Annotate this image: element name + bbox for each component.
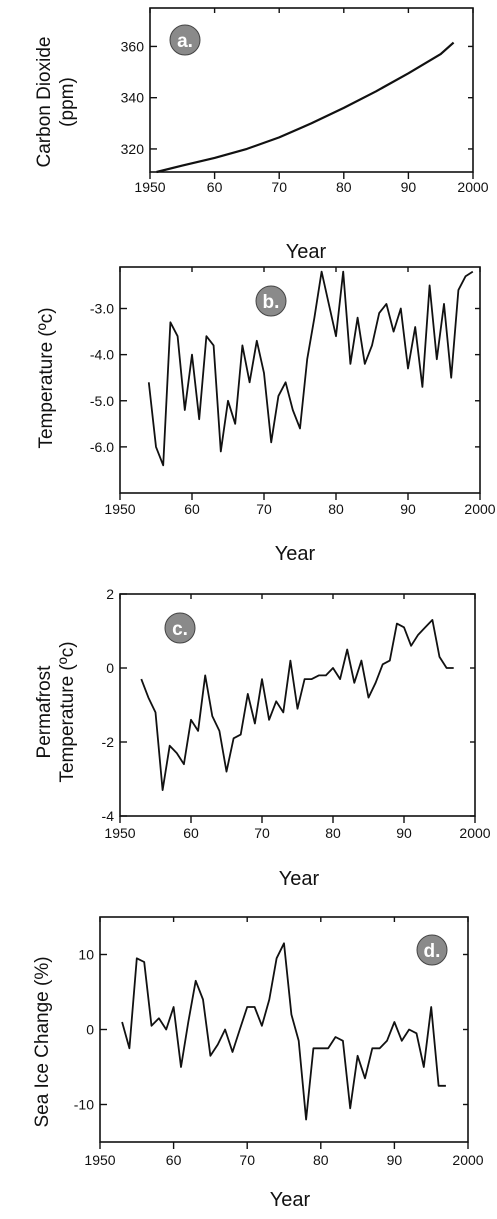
panel-a-series-line — [156, 41, 455, 174]
panel-b: 1950 60 70 80 90 2000 -3.0 -4.0 -5.0 -6.0 b. Tempe… — [36, 266, 496, 565]
panel-b-plot-area: 1950 60 70 80 90 2000 -3.0 -4.0 -5.0 -6.0 b. — [90, 266, 496, 517]
panel-c-frame — [119, 593, 476, 817]
panel-a-xtick-label: 80 — [336, 179, 352, 195]
panel-a-ylabel-line1: Carbon Dioxide — [34, 37, 55, 168]
panel-d-xtick-label: 90 — [387, 1152, 403, 1168]
panel-a-xtick-label: 2000 — [457, 179, 488, 195]
panel-a-badge: a. — [169, 24, 201, 56]
panel-c-xtick-label: 80 — [325, 825, 341, 841]
panel-c-badge: c. — [164, 612, 196, 644]
panel-a: 1950 60 70 80 90 2000 320 340 360 a. Carbon Dioxi… — [34, 7, 489, 263]
panel-d-badge: d. — [416, 934, 448, 966]
panel-d-xtick-label: 2000 — [452, 1152, 483, 1168]
panel-b-ytick-label: -3.0 — [90, 301, 114, 317]
panel-c-xtick-label: 2000 — [459, 825, 490, 841]
panel-b-series-line — [147, 270, 474, 467]
panel-c-xtick-label: 90 — [396, 825, 412, 841]
panel-c-ylabel-line2: Temperature (ºc) — [57, 641, 78, 782]
panel-c-ytick-label: 2 — [106, 586, 114, 602]
panel-a-xlabel: Year — [286, 241, 327, 263]
panel-b-badge: b. — [255, 285, 287, 317]
panel-d-badge-label: d. — [424, 941, 441, 962]
panel-b-xtick-label: 1950 — [104, 501, 135, 517]
panel-b-xtick-label: 80 — [328, 501, 344, 517]
panel-a-ytick-label: 340 — [121, 90, 145, 106]
panel-c-ytick-label: 0 — [106, 660, 114, 676]
panel-a-ytick-label: 320 — [121, 141, 145, 157]
panel-a-xtick-label: 90 — [401, 179, 417, 195]
panel-a-xtick-label: 1950 — [134, 179, 165, 195]
panel-c-xtick-label: 1950 — [104, 825, 135, 841]
panel-b-xtick-label: 60 — [184, 501, 200, 517]
panel-d-badge-circle — [416, 934, 448, 966]
panel-c-badge-label: c. — [172, 619, 188, 640]
panel-c-ylabel-line1: Permafrost — [34, 665, 55, 759]
panel-b-ytick-label: -6.0 — [90, 439, 114, 455]
panel-c: 1950 60 70 80 90 2000 2 0 -2 -4 c. Permafrost Temp… — [34, 586, 491, 890]
panel-c-series-line — [140, 619, 454, 791]
panel-d-ytick-label: 0 — [86, 1022, 94, 1038]
panel-d-xtick-label: 60 — [166, 1152, 182, 1168]
panel-a-ytick-label: 360 — [121, 38, 145, 54]
panel-b-ylabel: Temperature (ºc) — [36, 307, 57, 448]
panel-d-plot-area: 1950 60 70 80 90 2000 10 0 -10 d. — [74, 916, 484, 1168]
panel-c-xlabel: Year — [279, 868, 320, 890]
panel-b-xlabel: Year — [275, 543, 316, 565]
panel-b-ytick-label: -4.0 — [90, 347, 114, 363]
panel-d-xtick-label: 70 — [239, 1152, 255, 1168]
panel-b-badge-label: b. — [263, 292, 280, 313]
panel-c-xtick-label: 70 — [254, 825, 270, 841]
panel-d-ytick-label: -10 — [74, 1097, 94, 1113]
panel-a-frame — [149, 7, 474, 173]
panel-c-xtick-label: 60 — [183, 825, 199, 841]
panel-b-xtick-label: 70 — [256, 501, 272, 517]
panel-b-xtick-label: 2000 — [464, 501, 495, 517]
panel-d-xtick-label: 80 — [313, 1152, 329, 1168]
panel-c-ytick-label: -4 — [102, 808, 115, 824]
panel-a-xtick-label: 70 — [271, 179, 287, 195]
panel-b-frame — [119, 266, 481, 494]
panel-a-badge-circle — [169, 24, 201, 56]
panel-d-ytick-label: 10 — [78, 947, 94, 963]
panel-a-ylabel-line2: (ppm) — [57, 77, 78, 127]
panel-c-badge-circle — [164, 612, 196, 644]
panel-a-plot-area: 1950 60 70 80 90 2000 320 340 360 a. — [121, 7, 489, 195]
panel-c-ytick-label: -2 — [102, 734, 115, 750]
panel-d: 1950 60 70 80 90 2000 10 0 -10 d. Sea Ice Change … — [32, 916, 484, 1211]
panel-b-badge-circle — [255, 285, 287, 317]
panel-d-ylabel: Sea Ice Change (%) — [32, 956, 53, 1127]
panel-d-xlabel: Year — [270, 1189, 311, 1211]
panel-a-badge-label: a. — [177, 31, 193, 52]
panel-d-series-line — [121, 942, 446, 1121]
panel-b-ytick-label: -5.0 — [90, 393, 114, 409]
panel-a-xtick-label: 60 — [207, 179, 223, 195]
panel-b-xtick-label: 90 — [400, 501, 416, 517]
panel-c-plot-area: 1950 60 70 80 90 2000 2 0 -2 -4 c. — [102, 586, 491, 841]
panel-d-xtick-label: 1950 — [84, 1152, 115, 1168]
